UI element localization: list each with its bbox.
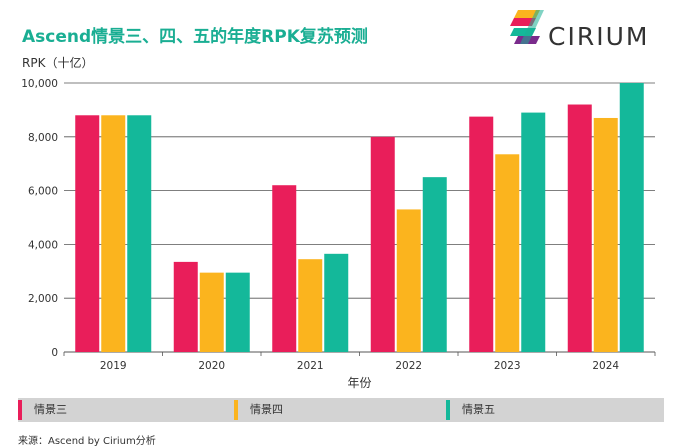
y-tick-label: 8,000 [28, 132, 58, 144]
bar [521, 112, 546, 352]
bar [173, 261, 198, 352]
bar [127, 115, 152, 352]
legend-label-s4: 情景四 [250, 403, 283, 416]
legend: 情景三 情景四 情景五 [18, 398, 664, 422]
bar [469, 116, 494, 352]
bar [101, 115, 126, 352]
bar [495, 154, 520, 352]
bar [396, 209, 421, 352]
x-tick-label: 2022 [395, 360, 422, 372]
bar [567, 104, 592, 353]
bar [225, 272, 250, 352]
x-tick-label: 2019 [100, 360, 127, 372]
legend-swatch-s5 [446, 400, 450, 420]
bar [593, 117, 618, 352]
y-tick-label: 0 [51, 347, 58, 359]
chart-title: Ascend情景三、四、五的年度RPK复苏预测 [22, 27, 368, 47]
bar [272, 185, 297, 352]
legend-label-s5: 情景五 [462, 403, 495, 416]
legend-item-s4: 情景四 [234, 398, 283, 422]
bar [199, 272, 224, 352]
y-axis-unit-label: RPK（十亿） [22, 56, 94, 70]
y-tick-label: 10,000 [21, 78, 58, 90]
legend-label-s3: 情景三 [34, 403, 67, 416]
x-tick-label: 2021 [297, 360, 324, 372]
bar [324, 253, 349, 352]
y-tick-label: 6,000 [28, 186, 58, 198]
x-tick-label: 2020 [198, 360, 225, 372]
bar [619, 83, 644, 352]
x-tick-label: 2023 [494, 360, 521, 372]
x-axis-label: 年份 [347, 376, 371, 390]
brand-logo-text: CIRIUM [548, 22, 650, 51]
x-tick-label: 2024 [592, 360, 619, 372]
legend-swatch-s4 [234, 400, 238, 420]
y-tick-label: 4,000 [28, 239, 58, 251]
source-note: 来源：Ascend by Cirium分析 [18, 436, 156, 447]
cirium-logo-icon [510, 10, 544, 44]
y-tick-label: 2,000 [28, 293, 58, 305]
bar [370, 136, 395, 352]
bar [75, 115, 100, 352]
bar [422, 177, 447, 352]
legend-item-s5: 情景五 [446, 398, 495, 422]
legend-swatch-s3 [18, 400, 22, 420]
legend-item-s3: 情景三 [18, 398, 67, 422]
bar [298, 259, 323, 352]
